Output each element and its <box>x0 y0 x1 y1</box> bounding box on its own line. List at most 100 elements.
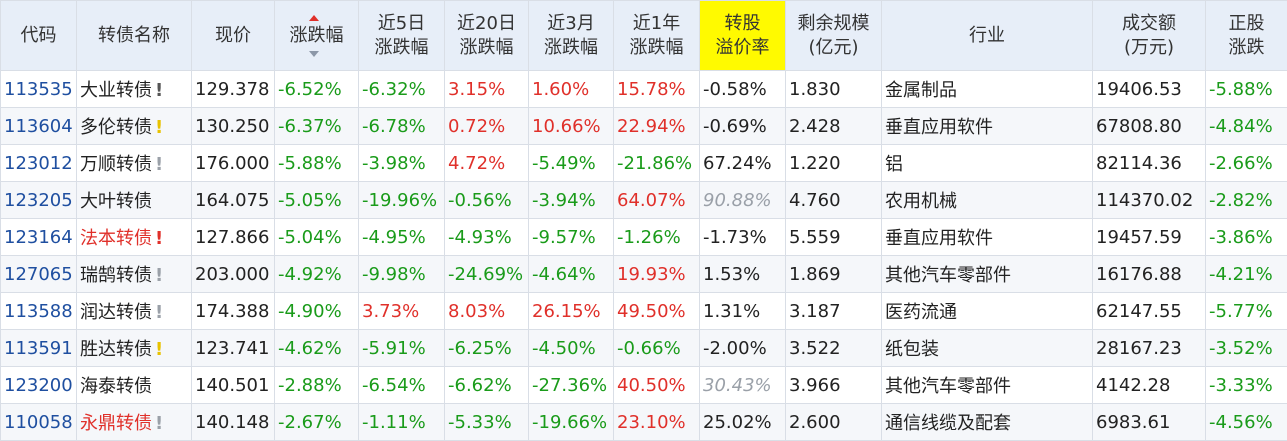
bond-code[interactable]: 123164 <box>0 218 77 256</box>
column-header-industry[interactable]: 行业 <box>881 0 1093 71</box>
column-header-label: 转债名称 <box>98 24 170 46</box>
industry: 金属制品 <box>881 70 1093 108</box>
price: 127.866 <box>191 218 275 256</box>
change-3m: 26.15% <box>528 292 614 330</box>
column-header-change-3m[interactable]: 近3月 涨跌幅 <box>528 0 614 71</box>
table-row[interactable]: 110058 永鼎转债! 140.148 -2.67% -1.11% -5.33% -19.… <box>0 403 1287 441</box>
column-header-change-5d[interactable]: 近5日 涨跌幅 <box>358 0 445 71</box>
bond-name[interactable]: 大叶转债 <box>76 181 192 219</box>
column-header-label: 现价 <box>215 24 251 46</box>
bond-name[interactable]: 胜达转债! <box>76 329 192 367</box>
change-20d: 4.72% <box>444 144 529 182</box>
bond-code[interactable]: 113588 <box>0 292 77 330</box>
bond-name-label: 大叶转债 <box>80 191 152 212</box>
bond-name[interactable]: 润达转债! <box>76 292 192 330</box>
header-row: 代码 转债名称 现价 涨跌幅 近5日 涨跌幅 近20日 涨跌幅 近3月 涨跌幅 近1年 涨跌幅 转股 溢价… <box>0 0 1287 71</box>
bond-name-label: 大业转债 <box>80 80 152 101</box>
conversion-premium: -0.69% <box>699 107 786 145</box>
remaining-size: 3.187 <box>785 292 882 330</box>
remaining-size: 3.966 <box>785 366 882 404</box>
warning-flag-icon: ! <box>155 413 164 434</box>
change-3m: -4.64% <box>528 255 614 293</box>
bond-name-label: 法本转债 <box>80 228 152 249</box>
remaining-size: 1.830 <box>785 70 882 108</box>
column-header-change-20d[interactable]: 近20日 涨跌幅 <box>444 0 529 71</box>
change-1y: 40.50% <box>613 366 700 404</box>
bond-name[interactable]: 瑞鹄转债! <box>76 255 192 293</box>
change-5d: -6.54% <box>358 366 445 404</box>
bond-name[interactable]: 万顺转债! <box>76 144 192 182</box>
warning-flag-icon: ! <box>155 117 164 138</box>
turnover: 4142.28 <box>1092 366 1206 404</box>
change-3m: -27.36% <box>528 366 614 404</box>
change: -4.62% <box>274 329 359 367</box>
column-header-label: 涨跌幅 <box>374 36 429 58</box>
bond-name[interactable]: 大业转债! <box>76 70 192 108</box>
column-header-label: (亿元) <box>808 36 859 58</box>
bond-code[interactable]: 123205 <box>0 181 77 219</box>
bond-name-label: 多伦转债 <box>80 117 152 138</box>
change-3m: -9.57% <box>528 218 614 256</box>
column-header-label: 成交额 <box>1122 12 1176 34</box>
bond-code[interactable]: 113535 <box>0 70 77 108</box>
conversion-premium: -1.73% <box>699 218 786 256</box>
bond-name-label: 海泰转债 <box>80 376 152 397</box>
table-row[interactable]: 113591 胜达转债! 123.741 -4.62% -5.91% -6.25% -4.5… <box>0 329 1287 367</box>
bond-name[interactable]: 永鼎转债! <box>76 403 192 441</box>
bond-name[interactable]: 多伦转债! <box>76 107 192 145</box>
column-header-change-1y[interactable]: 近1年 涨跌幅 <box>613 0 700 71</box>
change-3m: -19.66% <box>528 403 614 441</box>
remaining-size: 4.760 <box>785 181 882 219</box>
change-20d: 0.72% <box>444 107 529 145</box>
change-5d: -19.96% <box>358 181 445 219</box>
bond-code[interactable]: 113604 <box>0 107 77 145</box>
change-20d: -6.25% <box>444 329 529 367</box>
remaining-size: 2.428 <box>785 107 882 145</box>
table-row[interactable]: 127065 瑞鹄转债! 203.000 -4.92% -9.98% -24.69% -4.… <box>0 255 1287 293</box>
bond-code[interactable]: 110058 <box>0 403 77 441</box>
industry: 铝 <box>881 144 1093 182</box>
table-row[interactable]: 113535 大业转债! 129.378 -6.52% -6.32% 3.15% 1.60%… <box>0 70 1287 108</box>
bond-code[interactable]: 127065 <box>0 255 77 293</box>
turnover: 19457.59 <box>1092 218 1206 256</box>
table-row[interactable]: 123164 法本转债! 127.866 -5.04% -4.95% -4.93% -9.5… <box>0 218 1287 256</box>
column-header-code[interactable]: 代码 <box>0 0 77 71</box>
table-row[interactable]: 123200 海泰转债 140.501 -2.88% -6.54% -6.62% -27.3… <box>0 366 1287 404</box>
table-row[interactable]: 123205 大叶转债 164.075 -5.05% -19.96% -0.56% -3.9… <box>0 181 1287 219</box>
turnover: 19406.53 <box>1092 70 1206 108</box>
price: 129.378 <box>191 70 275 108</box>
warning-flag-icon: ! <box>155 302 164 323</box>
industry: 其他汽车零部件 <box>881 255 1093 293</box>
warning-flag-icon: ! <box>155 265 164 286</box>
table-row[interactable]: 113604 多伦转债! 130.250 -6.37% -6.78% 0.72% 10.66… <box>0 107 1287 145</box>
bond-code[interactable]: 123012 <box>0 144 77 182</box>
column-header-conversion-premium[interactable]: 转股 溢价率 <box>699 0 786 71</box>
conversion-premium: 1.53% <box>699 255 786 293</box>
bond-name[interactable]: 法本转债! <box>76 218 192 256</box>
change-1y: 19.93% <box>613 255 700 293</box>
change-1y: 22.94% <box>613 107 700 145</box>
sort-icon[interactable] <box>309 15 319 57</box>
column-header-price[interactable]: 现价 <box>191 0 275 71</box>
change-1y: -21.86% <box>613 144 700 182</box>
bond-code[interactable]: 113591 <box>0 329 77 367</box>
column-header-label: 转股 <box>724 12 761 34</box>
change-5d: -9.98% <box>358 255 445 293</box>
bond-name[interactable]: 海泰转债 <box>76 366 192 404</box>
table-row[interactable]: 113588 润达转债! 174.388 -4.90% 3.73% 8.03% 26.15%… <box>0 292 1287 330</box>
column-header-label: 剩余规模 <box>797 12 870 34</box>
column-header-stock-change[interactable]: 正股 涨跌 <box>1205 0 1287 71</box>
industry: 通信线缆及配套 <box>881 403 1093 441</box>
stock-change: -5.77% <box>1205 292 1287 330</box>
warning-flag-icon: ! <box>155 80 164 101</box>
column-header-label: 溢价率 <box>715 36 770 58</box>
table-row[interactable]: 123012 万顺转债! 176.000 -5.88% -3.98% 4.72% -5.49… <box>0 144 1287 182</box>
column-header-name[interactable]: 转债名称 <box>76 0 192 71</box>
column-header-turnover[interactable]: 成交额 (万元) <box>1092 0 1206 71</box>
bond-code[interactable]: 123200 <box>0 366 77 404</box>
turnover: 67808.80 <box>1092 107 1206 145</box>
column-header-remaining-size[interactable]: 剩余规模 (亿元) <box>785 0 882 71</box>
change-20d: 3.15% <box>444 70 529 108</box>
column-header-change[interactable]: 涨跌幅 <box>274 0 359 71</box>
stock-change: -4.56% <box>1205 403 1287 441</box>
